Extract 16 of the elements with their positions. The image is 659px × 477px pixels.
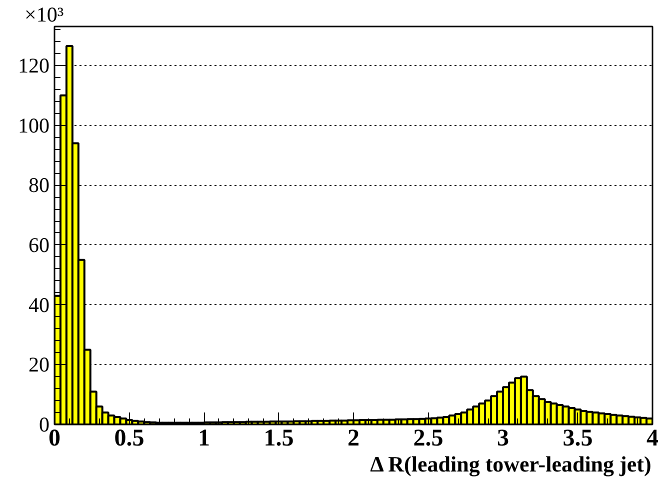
x-tick-label: 2.5 <box>413 426 444 452</box>
y-tick-label: 60 <box>28 232 50 257</box>
x-axis-title: Δ R(leading tower-leading jet) <box>370 452 652 476</box>
x-tick-label: 1 <box>198 426 210 452</box>
y-tick-label: 100 <box>18 113 50 138</box>
x-tick-label: 1.5 <box>264 426 294 452</box>
x-tick-label: 3.5 <box>562 426 593 452</box>
x-tick-label: 3 <box>497 426 509 452</box>
y-tick-label: 120 <box>18 53 50 78</box>
x-tick-label: 2 <box>348 426 360 452</box>
y-tick-label: 80 <box>28 173 50 198</box>
x-tick-label: 0.5 <box>114 426 144 452</box>
y-tick-label: 40 <box>28 292 50 317</box>
y-tick-label: 20 <box>28 352 50 377</box>
y-axis-title: ×10³ <box>24 2 64 26</box>
x-tick-label: 4 <box>646 426 658 452</box>
